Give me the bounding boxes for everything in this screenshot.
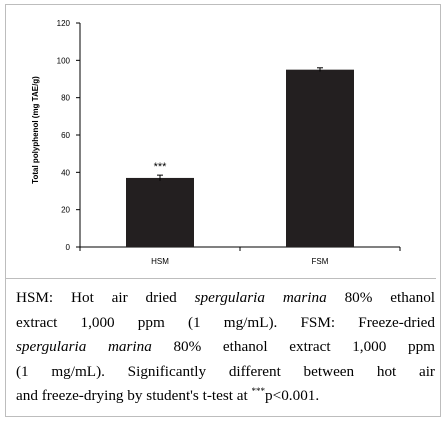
y-axis: 0 20 40 60 80 100 120 (57, 19, 81, 252)
bar-hsm (126, 177, 194, 247)
bar-chart: 0 20 40 60 80 100 120 HSM FSM *** Total polyphe… (31, 19, 401, 266)
caption-italic: spergularia marina (16, 338, 152, 355)
caption-divider (5, 278, 436, 279)
caption-text: 80% ethanol extract 1,000 ppm (151, 338, 435, 355)
y-tick-label: 60 (61, 131, 70, 140)
x-axis: HSM FSM (79, 246, 401, 266)
caption-line-1: HSM: Hot air dried spergularia marina 80… (16, 286, 435, 311)
caption-line-2: extract 1,000 ppm (1 mg/mL). FSM: Freeze… (16, 313, 435, 331)
bar-fsm (286, 69, 354, 248)
y-tick-label: 120 (57, 19, 71, 28)
bars: *** (126, 67, 354, 248)
x-tick-label: HSM (151, 257, 169, 266)
caption-text: and freeze-drying by student's t-test at (16, 387, 252, 404)
caption-text: 80% ethanol (326, 289, 436, 306)
x-tick-label: FSM (312, 257, 329, 266)
caption-text: HSM: Hot air dried (16, 289, 195, 306)
y-axis-title: Total polyphenol (mg TAE/g) (31, 76, 40, 184)
caption-line-5: and freeze-drying by student's t-test at… (16, 384, 435, 409)
figure-frame (5, 4, 441, 417)
y-tick-label: 20 (61, 206, 70, 215)
y-tick-label: 40 (61, 168, 70, 177)
significance-label: *** (154, 161, 168, 173)
caption-line-3: spergularia marina 80% ethanol extract 1… (16, 335, 435, 360)
y-tick-label: 100 (57, 56, 71, 65)
y-tick-label: 80 (61, 94, 70, 103)
caption-line-4: (1 mg/mL). Significantly different betwe… (16, 362, 435, 380)
y-tick-label: 0 (66, 243, 71, 252)
caption-text: p<0.001. (265, 387, 320, 404)
caption-superscript: *** (251, 386, 266, 396)
caption-italic: spergularia marina (194, 289, 327, 306)
figure-caption: HSM: Hot air dried spergularia marina 80… (16, 286, 435, 409)
